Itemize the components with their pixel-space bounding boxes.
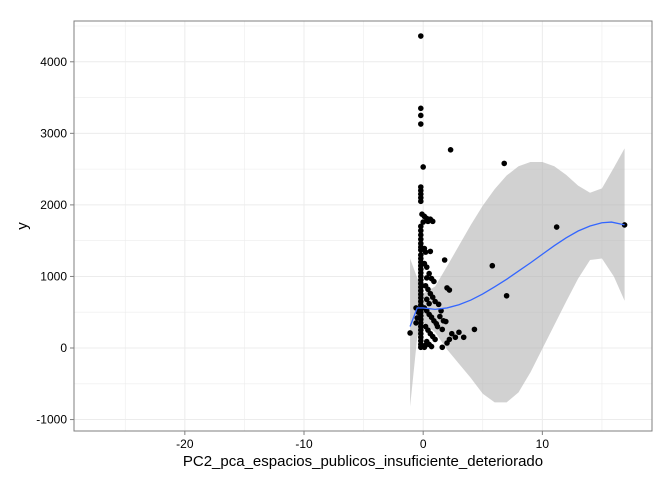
data-point: [460, 334, 467, 341]
data-point: [456, 329, 462, 336]
data-point: [439, 344, 446, 351]
data-point: [420, 219, 426, 225]
data-point: [434, 323, 441, 330]
data-point: [418, 227, 424, 234]
data-point: [501, 160, 508, 167]
y-axis-ticks: -1000 0 1000 2000 3000 4000: [36, 55, 74, 427]
y-tick-label: 1000: [40, 269, 67, 283]
data-point: [553, 224, 560, 230]
x-tick-label: 10: [536, 437, 550, 451]
data-point: [426, 300, 432, 307]
confidence-band: [410, 148, 625, 407]
data-point: [446, 287, 453, 293]
y-axis-title: y: [14, 222, 31, 230]
data-point: [418, 33, 424, 39]
data-point: [418, 121, 424, 127]
data-point: [489, 262, 496, 269]
x-tick-label: -10: [295, 437, 313, 451]
data-point: [413, 305, 419, 311]
data-point: [444, 340, 450, 346]
x-axis-title: PC2_pca_espacios_publicos_insuficiente_d…: [183, 453, 543, 470]
data-points: [407, 33, 628, 351]
data-point: [418, 105, 424, 112]
data-point: [432, 336, 438, 343]
data-point: [414, 315, 421, 321]
data-point: [418, 236, 424, 243]
data-point: [443, 318, 449, 325]
data-point: [437, 313, 443, 320]
data-point: [439, 326, 446, 333]
data-point: [425, 218, 431, 225]
y-tick-label: -1000: [36, 413, 67, 427]
data-point: [418, 198, 424, 205]
y-tick-label: 3000: [40, 126, 67, 140]
data-point: [420, 164, 426, 170]
data-point: [423, 264, 430, 270]
data-point: [418, 223, 424, 230]
data-point: [418, 232, 424, 238]
data-point: [503, 292, 510, 299]
data-point: [415, 309, 422, 316]
data-point: [429, 294, 436, 300]
data-point: [413, 320, 419, 326]
panel-border: [73, 20, 653, 432]
data-point: [425, 286, 431, 293]
data-point: [418, 112, 424, 119]
y-tick-label: 4000: [40, 55, 67, 69]
data-point: [448, 330, 455, 337]
x-tick-label: 0: [420, 437, 427, 451]
data-point: [452, 334, 459, 341]
data-point: [427, 248, 434, 255]
data-point: [422, 249, 429, 255]
data-point: [429, 218, 436, 225]
y-tick-label: 0: [60, 341, 67, 355]
data-point: [431, 278, 437, 285]
data-point: [471, 326, 478, 333]
data-point: [426, 270, 432, 277]
y-tick-label: 2000: [40, 198, 67, 212]
data-point: [435, 301, 442, 308]
data-point: [407, 330, 413, 336]
data-point: [447, 146, 454, 153]
data-point: [441, 257, 448, 263]
smooth-line: [409, 221, 625, 327]
minor-gridlines: [74, 21, 652, 431]
data-point: [423, 296, 430, 303]
x-axis-ticks: -20 -10 0 10: [176, 431, 549, 451]
x-tick-label: -20: [176, 437, 194, 451]
data-point: [428, 343, 435, 350]
data-point: [422, 342, 429, 348]
data-point: [423, 275, 430, 281]
